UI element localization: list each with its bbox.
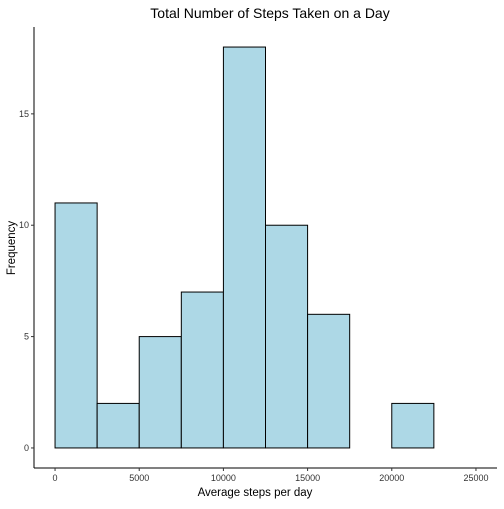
histogram-bar-0 <box>54 202 98 449</box>
x-tick-label-4: 20000 <box>379 473 404 483</box>
y-tick-label-2: 10 <box>19 220 29 230</box>
y-tick-label-0: 0 <box>24 443 29 453</box>
histogram-bar-3 <box>180 291 224 449</box>
histogram-bar-8 <box>391 402 435 449</box>
bars-group <box>54 46 435 449</box>
histogram-bar-2 <box>138 336 182 449</box>
x-axis-title: Average steps per day <box>198 487 313 499</box>
histogram-bar-1 <box>96 402 140 449</box>
y-tick-label-1: 5 <box>24 332 29 342</box>
histogram-bar-6 <box>307 313 351 449</box>
x-tick-label-1: 5000 <box>129 473 149 483</box>
histogram-bar-5 <box>265 224 309 449</box>
x-tick-label-5: 25000 <box>463 473 488 483</box>
histogram-bar-4 <box>222 46 266 449</box>
y-tick-label-3: 15 <box>19 109 29 119</box>
chart-title: Total Number of Steps Taken on a Day <box>150 5 389 21</box>
x-tick-label-2: 10000 <box>211 473 236 483</box>
axes-group: 0 5000 10000 15000 20000 25000 0 5 10 15 <box>19 27 497 483</box>
y-axis-title: Frequency <box>6 221 18 276</box>
x-tick-label-3: 15000 <box>295 473 320 483</box>
x-tick-label-0: 0 <box>53 473 58 483</box>
